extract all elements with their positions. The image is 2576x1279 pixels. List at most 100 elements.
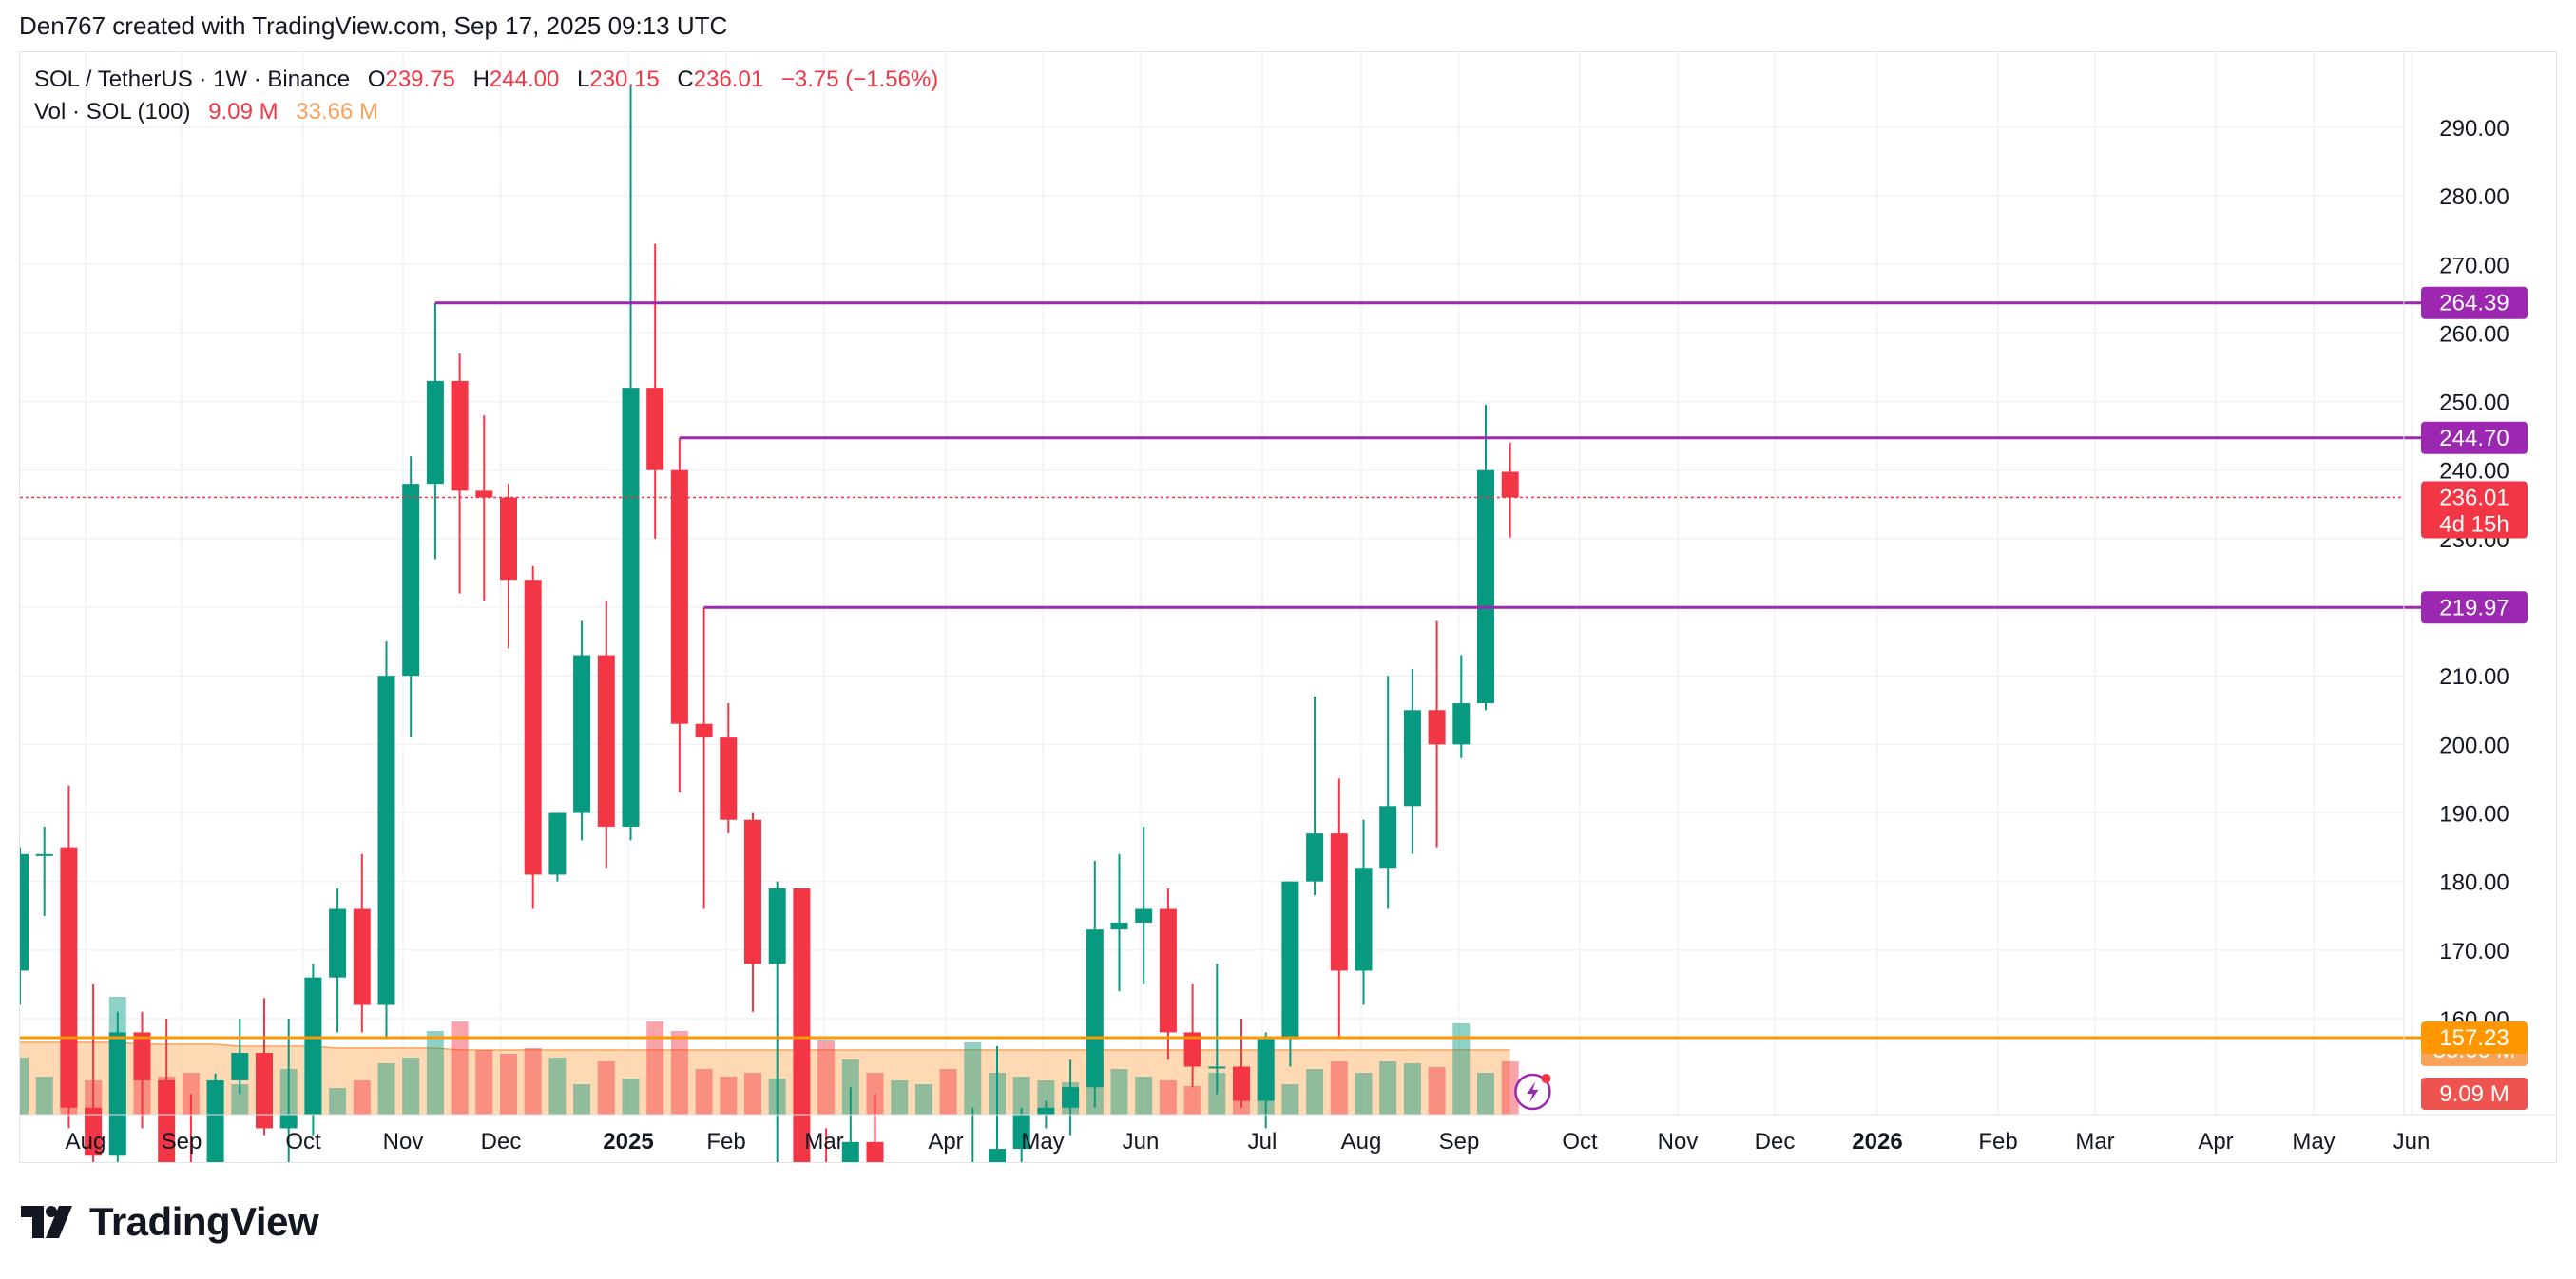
candlestick-chart[interactable]: 160.00170.00180.00190.00200.00210.00220.…	[20, 52, 2557, 1163]
level-price-label: 264.39	[2439, 291, 2509, 316]
candle-body	[1086, 929, 1104, 1088]
candle-body	[20, 853, 29, 971]
candle-body	[304, 977, 322, 1115]
volume-bar	[1428, 1067, 1446, 1115]
volume-legend[interactable]: Vol · SOL (100) 9.09 M 33.66 M	[34, 99, 378, 125]
candle-body	[1257, 1039, 1275, 1101]
chart-area[interactable]: 160.00170.00180.00190.00200.00210.00220.…	[19, 51, 2557, 1163]
candle-body	[133, 1032, 151, 1080]
candle-body	[279, 1115, 298, 1129]
candle-body	[793, 888, 811, 1162]
volume-value: 9.09 M	[208, 99, 279, 124]
candle-body	[1428, 710, 1446, 745]
tradingview-logo-icon	[21, 1206, 72, 1238]
volume-last-label-bg	[2421, 1078, 2528, 1110]
x-tick-label: Dec	[481, 1129, 522, 1155]
x-tick-label: 2026	[1852, 1129, 1902, 1155]
brand-name: TradingView	[89, 1199, 319, 1244]
volume-label[interactable]: Vol · SOL (100)	[34, 99, 191, 124]
y-tick-label: 270.00	[2439, 253, 2509, 278]
volume-bar	[231, 1084, 249, 1115]
volume-bar	[670, 1031, 688, 1115]
volume-bar	[475, 1050, 493, 1115]
high-value: 244.00	[489, 67, 560, 92]
symbol-label[interactable]: SOL / TetherUS · 1W · Binance	[34, 67, 351, 92]
tradingview-logo[interactable]: TradingView	[21, 1199, 319, 1245]
lightning-glyph	[1527, 1081, 1539, 1102]
volume-bar	[182, 1073, 200, 1115]
volume-bar	[377, 1063, 395, 1115]
x-tick-label: Mar	[2075, 1129, 2114, 1155]
notification-dot	[1541, 1074, 1551, 1083]
volume-bar	[426, 1031, 444, 1115]
x-tick-label: Aug	[66, 1129, 106, 1155]
volume-bar	[1159, 1080, 1177, 1115]
axes: 160.00170.00180.00190.00200.00210.00220.…	[20, 52, 2556, 1155]
x-tick-label: Sep	[162, 1129, 202, 1155]
volume-bar	[1183, 1086, 1201, 1115]
candle-body	[1403, 710, 1421, 807]
current-price-bg	[2421, 481, 2528, 539]
volume-bar	[964, 1042, 982, 1115]
candle-body	[768, 888, 786, 964]
volume-bar	[646, 1021, 664, 1115]
volume-last-label: 9.09 M	[2439, 1081, 2509, 1107]
open-label: O	[367, 67, 386, 92]
candle-body	[426, 380, 444, 485]
volume-bar	[622, 1079, 640, 1115]
volume-bar	[20, 1058, 29, 1115]
candle-body	[1062, 1087, 1080, 1108]
volume-bars	[20, 997, 1519, 1115]
candle-body	[1379, 806, 1397, 869]
candle-body	[1135, 908, 1153, 923]
ma-price-label: 157.23	[2439, 1025, 2509, 1051]
volume-ma-area	[20, 1042, 1510, 1115]
volume-bar	[1330, 1061, 1348, 1115]
candle-body	[524, 580, 542, 875]
high-label: H	[472, 67, 490, 92]
candle-body	[670, 469, 688, 724]
volume-bar	[695, 1069, 713, 1115]
volume-bar	[1379, 1061, 1397, 1115]
x-tick-label: Oct	[1562, 1129, 1598, 1155]
candle-body	[60, 847, 78, 1108]
volume-bar	[1110, 1069, 1128, 1115]
x-tick-label: Nov	[383, 1129, 424, 1155]
candle-body	[256, 1053, 273, 1129]
candle-body	[108, 1032, 126, 1156]
volume-bar	[329, 1088, 347, 1115]
candle-body	[500, 497, 517, 581]
candle-body	[158, 1079, 176, 1162]
volume-bar	[720, 1077, 738, 1115]
ma-price-label-bg	[2421, 1021, 2528, 1054]
candle-body	[1355, 868, 1373, 971]
candle-body	[866, 1141, 884, 1162]
candle-body	[989, 1149, 1006, 1162]
volume-bar	[353, 1080, 371, 1115]
candle-body	[1501, 471, 1519, 498]
candle-body	[1208, 1066, 1226, 1069]
volume-bar	[866, 1073, 884, 1115]
volume-bar	[573, 1084, 591, 1115]
volume-bar	[1306, 1069, 1324, 1115]
x-tick-label: Apr	[2198, 1129, 2233, 1155]
countdown-label: 4d 15h	[2439, 512, 2509, 538]
x-tick-label: Sep	[1439, 1129, 1480, 1155]
low-value: 230.15	[589, 67, 660, 92]
y-tick-label: 250.00	[2439, 391, 2509, 416]
volume-bar	[451, 1021, 469, 1115]
x-tick-label: Jun	[2393, 1129, 2431, 1155]
x-tick-label: Dec	[1755, 1129, 1796, 1155]
x-tick-label: Jun	[1123, 1129, 1160, 1155]
volume-bar	[1355, 1073, 1373, 1115]
candle-body	[35, 853, 53, 856]
y-tick-label: 210.00	[2439, 664, 2509, 690]
candle-body	[1233, 1066, 1250, 1101]
volume-bar	[524, 1048, 542, 1115]
close-value: 236.01	[693, 67, 764, 92]
candle-body	[1012, 1115, 1030, 1150]
volume-bar	[914, 1084, 932, 1115]
symbol-legend[interactable]: SOL / TetherUS · 1W · Binance O239.75 H2…	[34, 67, 938, 93]
volume-bar	[402, 1058, 420, 1115]
